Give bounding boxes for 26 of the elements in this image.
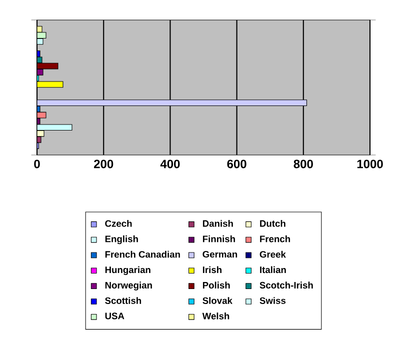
legend-label: Scotch-Irish <box>260 282 313 289</box>
legend-label: Norwegian <box>105 282 152 290</box>
legend-label: Hungarian <box>105 266 150 275</box>
legend-label: French Canadian <box>105 250 180 258</box>
legend-label: Finnish <box>202 235 235 242</box>
legend-label: Irish <box>202 266 222 274</box>
legend-label: Polish <box>202 282 230 289</box>
legend-label: Swiss <box>260 297 286 304</box>
x-tick-label: 600 <box>227 160 246 168</box>
legend-label: Welsh <box>202 312 230 320</box>
legend-label: USA <box>105 312 124 320</box>
legend-label: Scottish <box>105 297 142 304</box>
legend-label: Slovak <box>202 297 232 304</box>
x-tick-label: 800 <box>294 160 313 168</box>
legend-label: French <box>260 235 290 242</box>
legend-label: Italian <box>260 266 286 274</box>
legend-label: Dutch <box>260 220 286 227</box>
x-tick-label: 1000 <box>357 160 383 168</box>
x-tick-label: 400 <box>160 160 180 168</box>
legend-label: Danish <box>202 220 233 227</box>
legend-label: Czech <box>105 220 132 227</box>
x-tick-label: 200 <box>94 160 114 168</box>
x-tick-label: 0 <box>34 160 40 168</box>
legend-label: English <box>105 235 138 244</box>
legend-label: German <box>202 250 238 258</box>
legend-label: Greek <box>260 250 286 258</box>
